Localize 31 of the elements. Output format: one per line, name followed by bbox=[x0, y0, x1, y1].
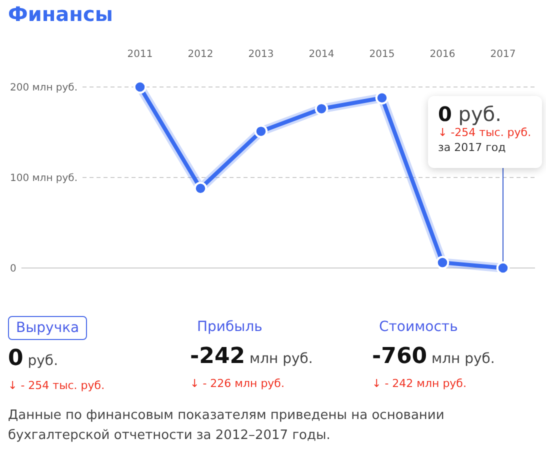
text: Данные по финансовым показателям приведены на основании бухгалтерской отчетности за 2012–2017 годы. bbox=[8, 407, 446, 445]
text: Прибыль bbox=[196, 318, 264, 337]
y-tick-label: 200 млн руб. bbox=[10, 82, 78, 94]
x-tick-label: 2012 bbox=[188, 49, 214, 60]
point bbox=[436, 256, 450, 270]
y-tick-label: 0 bbox=[10, 264, 16, 274]
text: Стоимость bbox=[378, 318, 459, 337]
text: -760 млн руб. bbox=[372, 344, 495, 369]
point bbox=[194, 182, 208, 195]
x-tick-label: 2011 bbox=[127, 49, 153, 60]
point bbox=[133, 80, 147, 94]
y-tick-label: 100 млн руб. bbox=[10, 173, 78, 184]
annotation: за 2017 год bbox=[438, 141, 507, 154]
text: ↓ - 242 млн руб. bbox=[372, 377, 468, 390]
x-tick-label: 2013 bbox=[248, 49, 274, 60]
annotation: ↓ -254 тыс. руб. bbox=[438, 126, 532, 139]
text: ↓ - 254 тыс. руб. bbox=[8, 379, 105, 392]
point bbox=[496, 261, 510, 275]
text: Выручка bbox=[8, 316, 88, 340]
text: 0 руб. bbox=[8, 346, 58, 371]
text: ↓ - 226 млн руб. bbox=[190, 377, 286, 390]
chart-title: Финансы bbox=[8, 2, 113, 26]
x-tick-label: 2014 bbox=[308, 49, 334, 60]
point bbox=[254, 124, 268, 138]
point bbox=[375, 91, 389, 104]
x-tick-label: 2017 bbox=[490, 49, 516, 60]
x-tick-label: 2015 bbox=[369, 49, 395, 60]
annotation: 0 руб. bbox=[438, 102, 502, 126]
x-tick-label: 2016 bbox=[430, 49, 456, 60]
text: -242 млн руб. bbox=[190, 344, 313, 369]
point bbox=[314, 102, 328, 116]
